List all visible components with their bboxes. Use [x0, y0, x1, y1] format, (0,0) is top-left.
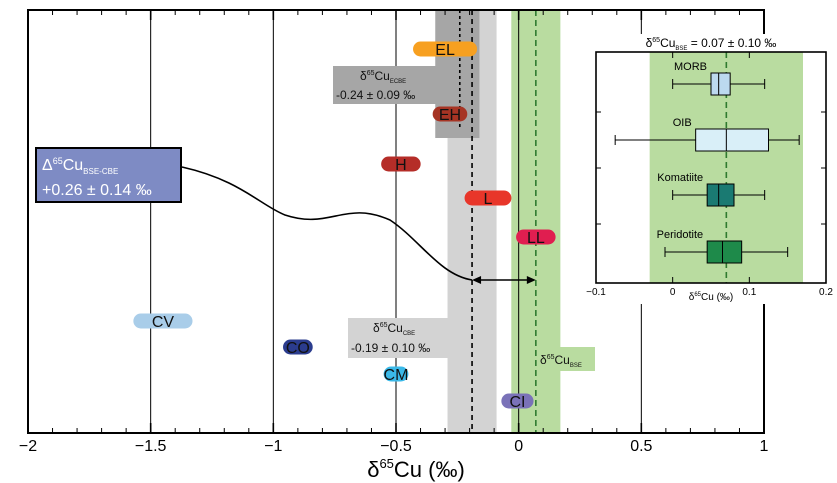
delta-box	[35, 147, 182, 203]
group-label-ci: CI	[509, 394, 525, 411]
box-komatiite	[706, 183, 735, 207]
cbe-label-title: δ65CuCBE	[373, 321, 415, 337]
box-peridotite	[706, 240, 743, 264]
group-label-l: L	[484, 191, 493, 208]
group-bar-ll	[516, 229, 556, 245]
group-bar-h	[381, 156, 421, 172]
delta-box-title: Δ65CuBSE-CBE	[42, 156, 118, 176]
delta-arrow-head-right	[526, 276, 536, 284]
group-bar-l	[464, 190, 512, 206]
group-label-h: H	[395, 157, 407, 174]
group-bar-cv	[133, 313, 193, 329]
box-label-morb: MORB	[674, 61, 707, 73]
delta-connector	[181, 166, 473, 281]
bse-label: δ65CuBSE	[540, 353, 582, 369]
x-tick-label: −2	[19, 438, 37, 455]
group-bar-cm	[383, 366, 409, 382]
x-tick-label: 1	[760, 438, 769, 455]
group-bar-co	[283, 339, 313, 355]
group-bar-el	[413, 41, 478, 57]
inset-title: δ65CuBSE = 0.07 ± 0.10 ‰	[646, 36, 777, 52]
x-tick-label: −1	[264, 438, 282, 455]
group-label-el: EL	[435, 42, 455, 59]
box-label-oib: OIB	[673, 117, 692, 129]
inset-x-axis-label: δ65Cu (‰)	[689, 292, 734, 303]
bse-label-bg	[537, 347, 595, 371]
group-label-ll: LL	[527, 230, 545, 247]
box-label-komatiite: Komatiite	[657, 172, 703, 184]
group-label-cm: CM	[384, 367, 409, 384]
inset-x-tick-label: 0.1	[742, 287, 756, 298]
inset-plot: MORB OIB Komatiite Peridotite −0.1 0 0.1 0.2 δ65…	[586, 34, 834, 304]
x-tick-label: −0.5	[380, 438, 412, 455]
cbe-label-bg	[348, 318, 452, 358]
group-bar-ci	[501, 393, 534, 409]
x-tick-label: 0	[514, 438, 523, 455]
delta-arrow-head-left	[472, 276, 482, 284]
inset-x-tick-label: 0	[670, 287, 676, 298]
inset-x-tick-label: −0.1	[586, 287, 606, 298]
ecbe-label-bg	[333, 66, 441, 104]
x-axis-label: δ65Cu (‰)	[367, 456, 465, 482]
inset-x-tick-label: 0.2	[819, 287, 833, 298]
x-tick-label: −1.5	[135, 438, 167, 455]
x-tick-label: 0.5	[630, 438, 652, 455]
group-label-co: CO	[286, 340, 310, 357]
group-label-eh: EH	[439, 107, 461, 124]
ecbe-label-title: δ65CuECBE	[360, 69, 406, 85]
box-morb	[710, 72, 731, 96]
box-oib	[695, 128, 770, 152]
group-bar-eh	[432, 106, 468, 122]
ecbe-label-value: -0.24 ± 0.09 ‰	[336, 88, 415, 102]
delta-box-value: +0.26 ± 0.14 ‰	[42, 182, 152, 199]
cbe-label-value: -0.19 ± 0.10 ‰	[351, 341, 430, 355]
box-label-peridotite: Peridotite	[657, 229, 703, 241]
group-label-cv: CV	[152, 314, 175, 331]
